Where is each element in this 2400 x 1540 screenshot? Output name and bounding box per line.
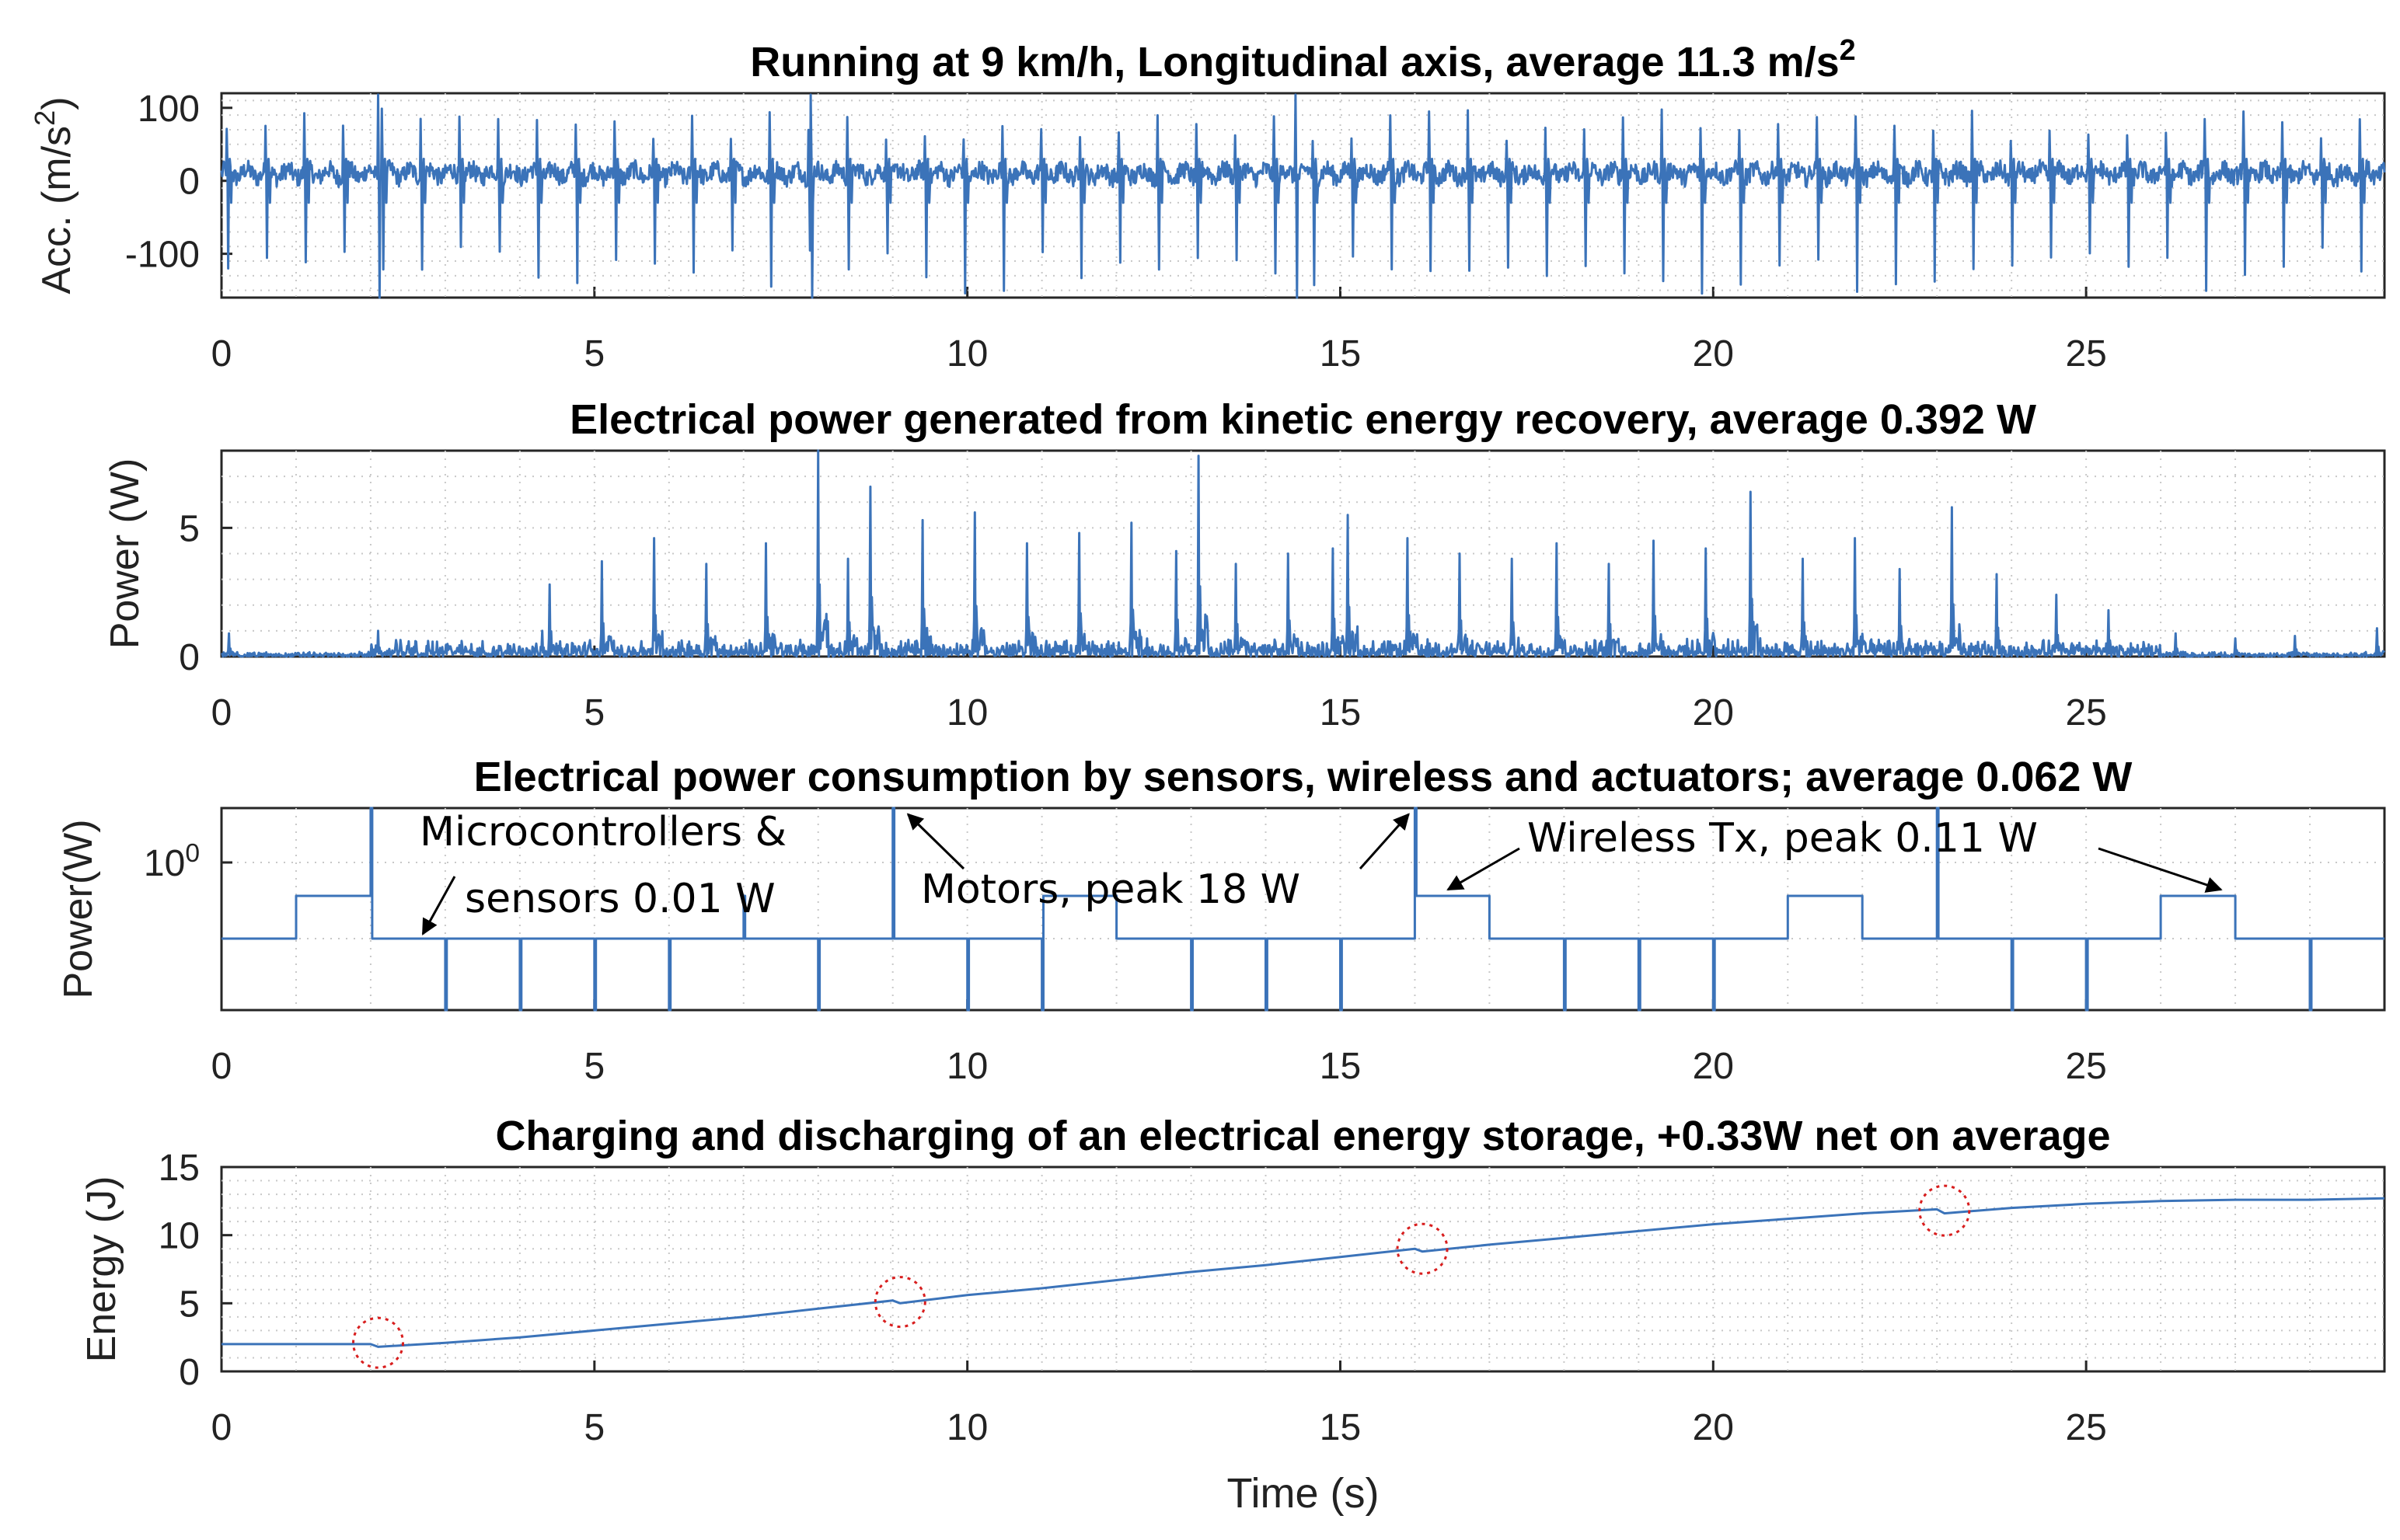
y-tick-label: 5	[179, 1284, 200, 1325]
event-marker	[1396, 1222, 1449, 1275]
x-tick-label: 0	[211, 333, 232, 375]
x-tick-label: 20	[1693, 333, 1734, 375]
x-tick-label: 0	[211, 1046, 232, 1087]
x-tick-label: 20	[1693, 1407, 1734, 1448]
y-tick-label: -100	[125, 235, 200, 276]
x-tick-label: 5	[584, 1407, 605, 1448]
panel-2: 0 5 10 15 20 25 5 0 Electrical power generated f…	[103, 396, 2386, 733]
x-tick-label: 10	[947, 692, 988, 733]
x-tick-label: 25	[2065, 333, 2106, 375]
y-tick-label: 0	[179, 637, 200, 678]
annotation-microcontrollers-line1: Microcontrollers &	[420, 809, 787, 855]
annotation-arrow	[1446, 847, 1520, 891]
plot-area	[220, 807, 2386, 1012]
x-tick-label: 15	[1320, 692, 1361, 733]
x-tick-label: 0	[211, 1407, 232, 1448]
panel-1: 0 5 10 15 20 25 100 0 -100 Running at 9 km/h, Lon…	[29, 34, 2386, 375]
y-axis-label-end: )	[34, 96, 79, 110]
x-tick-label: 25	[2065, 1407, 2106, 1448]
annotation-arrow	[2098, 847, 2223, 893]
x-tick-label: 5	[584, 692, 605, 733]
y-axis-label: Power (W)	[103, 458, 148, 650]
chart-title-text: Running at 9 km/h, Longitudinal axis, av…	[750, 39, 1839, 85]
y-tick-label: 100	[138, 89, 200, 130]
event-marker	[352, 1316, 405, 1369]
y-tick-label: 0	[179, 1352, 200, 1393]
y-axis-label-text: Acc. (m/s	[34, 126, 79, 294]
annotation-arrow	[906, 813, 965, 870]
x-tick-label: 10	[947, 1046, 988, 1087]
x-tick-label: 25	[2065, 1046, 2106, 1087]
y-tick-label: 100	[144, 839, 200, 885]
annotation-arrow	[421, 876, 456, 935]
annotation-wireless: Wireless Tx, peak 0.11 W	[1527, 815, 2038, 862]
plot-area	[220, 1165, 2386, 1373]
acceleration-series	[220, 93, 2386, 299]
annotation-arrow	[1359, 813, 1410, 869]
y-tick-label: 15	[159, 1148, 200, 1189]
x-tick-label: 0	[211, 692, 232, 733]
y-axis-label: Acc. (m/s2)	[29, 96, 80, 294]
y-axis-label: Energy (J)	[79, 1176, 124, 1363]
chart-title: Running at 9 km/h, Longitudinal axis, av…	[750, 34, 1855, 85]
y-tick-label-base: 10	[144, 843, 185, 884]
panel-4: 0 5 10 15 20 25 15 10 5 0 Charging and discharging…	[79, 1113, 2386, 1517]
x-tick-label: 20	[1693, 692, 1734, 733]
x-tick-label: 5	[584, 333, 605, 375]
generated-power-series	[221, 449, 2386, 658]
consumption-series	[222, 807, 2384, 1012]
y-tick-label: 0	[179, 162, 200, 203]
x-tick-label: 10	[947, 1407, 988, 1448]
x-tick-label: 15	[1320, 333, 1361, 375]
y-axis-label: Power(W)	[56, 819, 101, 998]
annotation-microcontrollers-line2: sensors 0.01 W	[465, 876, 776, 922]
x-tick-label: 15	[1320, 1407, 1361, 1448]
y-tick-label: 5	[179, 508, 200, 549]
x-tick-label: 10	[947, 333, 988, 375]
event-marker	[1918, 1184, 1971, 1237]
x-axis-label: Time (s)	[1227, 1470, 1380, 1517]
plot-area	[220, 92, 2386, 299]
x-tick-label: 25	[2065, 692, 2106, 733]
chart-title: Electrical power consumption by sensors,…	[474, 754, 2133, 800]
y-tick-label-exponent: 0	[185, 839, 200, 868]
x-tick-label: 5	[584, 1046, 605, 1087]
chart-title: Charging and discharging of an electrica…	[495, 1113, 2110, 1159]
chart-title-superscript: 2	[1840, 34, 1856, 67]
y-axis-label-superscript: 2	[29, 110, 61, 126]
x-tick-label: 20	[1693, 1046, 1734, 1087]
event-marker	[874, 1276, 926, 1329]
energy-series	[222, 1197, 2385, 1348]
annotation-motors: Motors, peak 18 W	[921, 866, 1300, 913]
x-tick-label: 15	[1320, 1046, 1361, 1087]
chart-title: Electrical power generated from kinetic …	[570, 396, 2036, 443]
y-tick-label: 10	[159, 1216, 200, 1257]
